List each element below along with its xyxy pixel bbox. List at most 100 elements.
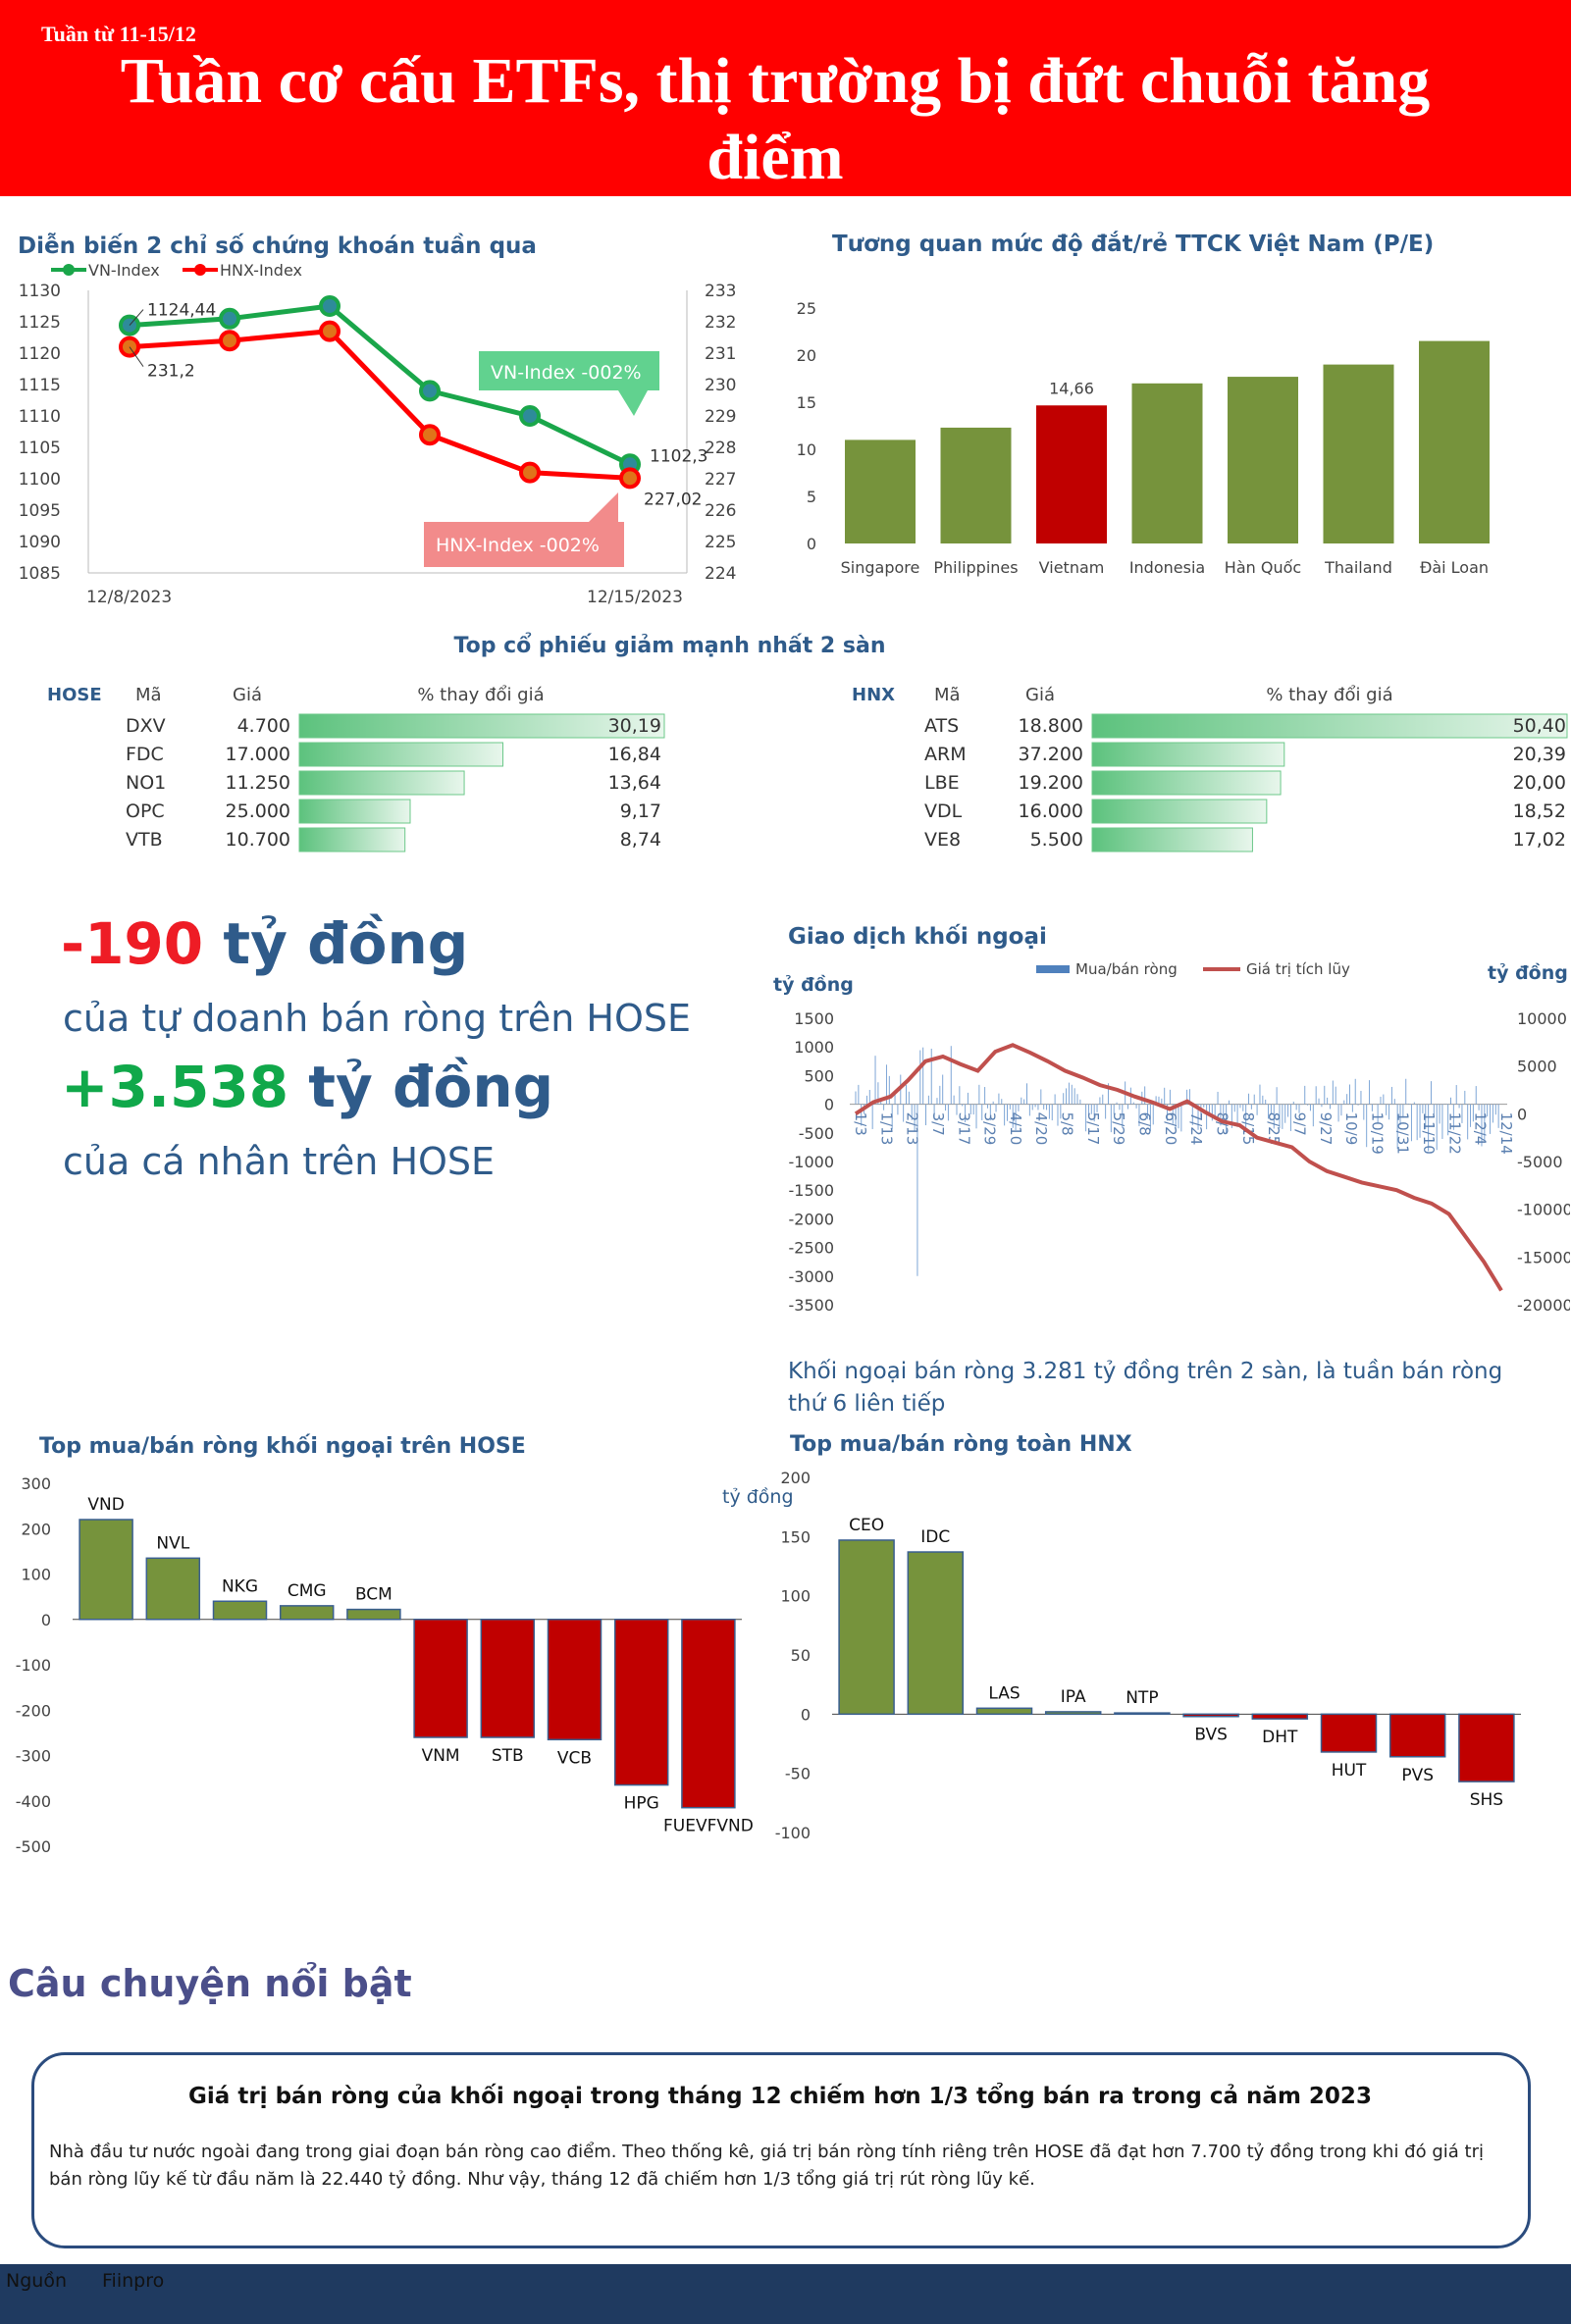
foreign-left-tick: -3500 [789, 1296, 835, 1315]
decliners-code: NO1 [126, 772, 166, 794]
decliners-change: 50,40 [1513, 715, 1566, 737]
decliners-bar [1091, 827, 1253, 852]
story-body: Nhà đầu tư nước ngoài đang trong giai đo… [49, 2142, 1484, 2190]
foreign-left-tick: -3000 [789, 1267, 835, 1286]
decliners-price: 37.200 [1019, 744, 1083, 765]
foreign-right-tick: 5000 [1517, 1058, 1557, 1076]
right-tick-label: 230 [705, 376, 736, 395]
hnx-tick: 50 [791, 1646, 811, 1665]
decliners-bar [298, 713, 665, 739]
prop-trading-headline: -190 tỷ đồng [61, 910, 468, 977]
decliners-col-change: % thay đổi giá [417, 685, 544, 705]
data-point [619, 467, 641, 490]
decliners-bar [298, 799, 411, 824]
foreign-x-label: 5/29 [1110, 1112, 1127, 1146]
hnx-tick: -100 [775, 1824, 811, 1842]
right-tick-label: 233 [705, 282, 736, 301]
hose-label: FUEVFVND [663, 1817, 754, 1836]
hose-bar-FUEVFVND [681, 1619, 736, 1809]
foreign-x-label: 12/4 [1472, 1112, 1490, 1146]
decliners-title: Top cổ phiếu giảm mạnh nhất 2 sàn [453, 634, 886, 658]
decliners-exchange: HNX [852, 685, 895, 705]
left-tick-label: 1130 [19, 282, 61, 301]
decliners-change: 20,00 [1513, 772, 1566, 794]
decliners-col-code: Mã [934, 685, 961, 705]
hose-bar-HPG [613, 1619, 669, 1786]
decliners-bar [298, 742, 504, 767]
data-point [319, 295, 340, 317]
decliners-col-change: % thay đổi giá [1266, 685, 1392, 705]
left-tick-label: 1110 [19, 407, 61, 427]
hose-label: VNM [422, 1746, 460, 1766]
decliners-change: 20,39 [1513, 744, 1566, 765]
foreign-left-tick: 500 [804, 1066, 834, 1085]
decliners-change: 16,84 [608, 744, 661, 765]
pe-value-label: 14,66 [1049, 379, 1094, 397]
foreign-left-tick: 1000 [794, 1038, 834, 1057]
decliners-code: OPC [126, 800, 165, 822]
decliners-bar [298, 770, 465, 796]
hose-tick: -300 [16, 1747, 51, 1766]
foreign-trading-chart: tỷ đồng tỷ đồng Mua/bán ròng Giá trị tích l… [773, 960, 1570, 1315]
pe-tick-label: 15 [797, 393, 816, 412]
foreign-x-label: 2/13 [904, 1112, 921, 1146]
hnx-label: NTP [1126, 1688, 1158, 1708]
retail-headline: +3.538 tỷ đồng [61, 1054, 553, 1120]
decliners-change: 17,02 [1513, 829, 1566, 851]
foreign-x-label: 1/3 [852, 1112, 869, 1136]
hose-bar-CMG [279, 1605, 335, 1621]
foreign-left-tick: -2500 [789, 1239, 835, 1258]
foreign-right-tick: 0 [1517, 1105, 1527, 1123]
retail-value: +3.538 [61, 1054, 289, 1120]
decliners-col-price: Giá [233, 685, 262, 705]
hose-label: BCM [355, 1585, 393, 1605]
right-tick-label: 231 [705, 344, 736, 364]
right-tick-label: 224 [705, 564, 736, 584]
decliners-bar [1091, 742, 1285, 767]
hose-bar-NKG [212, 1600, 268, 1621]
cumulative-line [854, 1043, 1503, 1292]
pe-tick-label: 10 [797, 440, 816, 459]
left-tick-label: 1090 [19, 533, 61, 552]
decliners-change: 9,17 [620, 800, 661, 822]
index-chart-title: Diễn biến 2 chỉ số chứng khoán tuần qua [18, 233, 537, 259]
left-tick-label: 1095 [19, 501, 61, 521]
pe-tick-label: 20 [797, 346, 816, 365]
x-tick-label: 12/15/2023 [587, 588, 683, 607]
footer-source-label: Nguồn [6, 2270, 67, 2292]
foreign-x-label: 3/7 [929, 1112, 947, 1136]
hnx-bar-LAS [975, 1707, 1033, 1716]
vn-last-label: 1102,3 [650, 446, 707, 466]
hnx-bar-IDC [907, 1551, 965, 1716]
decliners-code: ARM [924, 744, 967, 765]
hnx-bar-SHS [1458, 1713, 1515, 1782]
hnx-label: SHS [1470, 1790, 1503, 1810]
foreign-x-label: 3/29 [981, 1112, 999, 1146]
pe-tick-label: 0 [807, 535, 816, 553]
foreign-left-tick: 0 [824, 1096, 834, 1114]
prop-desc: của tự doanh bán ròng trên HOSE [63, 997, 692, 1040]
decliners-change: 13,64 [608, 772, 661, 794]
decliners-change: 18,52 [1513, 800, 1566, 822]
footer-source: Fiinpro [102, 2270, 165, 2292]
retail-desc: của cá nhân trên HOSE [63, 1140, 496, 1183]
foreign-chart-title: Giao dịch khối ngoại [788, 924, 1047, 950]
hnx-label: LAS [988, 1683, 1020, 1703]
left-tick-label: 1115 [19, 376, 61, 395]
decliners-bar [1091, 713, 1568, 739]
foreign-x-label: 8/25 [1265, 1112, 1283, 1146]
pe-bar-Đài Loan [1419, 340, 1490, 543]
foreign-x-label: 4/20 [1032, 1112, 1050, 1146]
decliners-bar [1091, 799, 1268, 824]
hnx-bar-DHT [1251, 1713, 1309, 1720]
right-tick-label: 228 [705, 439, 736, 458]
hose-label: CMG [288, 1581, 327, 1601]
hnx-bar-PVS [1388, 1713, 1446, 1758]
hnx-callout-bg [424, 492, 624, 567]
pe-category-label: Singapore [841, 558, 920, 577]
data-point [319, 320, 340, 342]
pe-bar-Indonesia [1131, 383, 1203, 543]
legend-bar-swatch [1036, 965, 1070, 973]
pe-category-label: Thailand [1324, 558, 1392, 577]
pe-category-label: Hàn Quốc [1225, 558, 1301, 577]
